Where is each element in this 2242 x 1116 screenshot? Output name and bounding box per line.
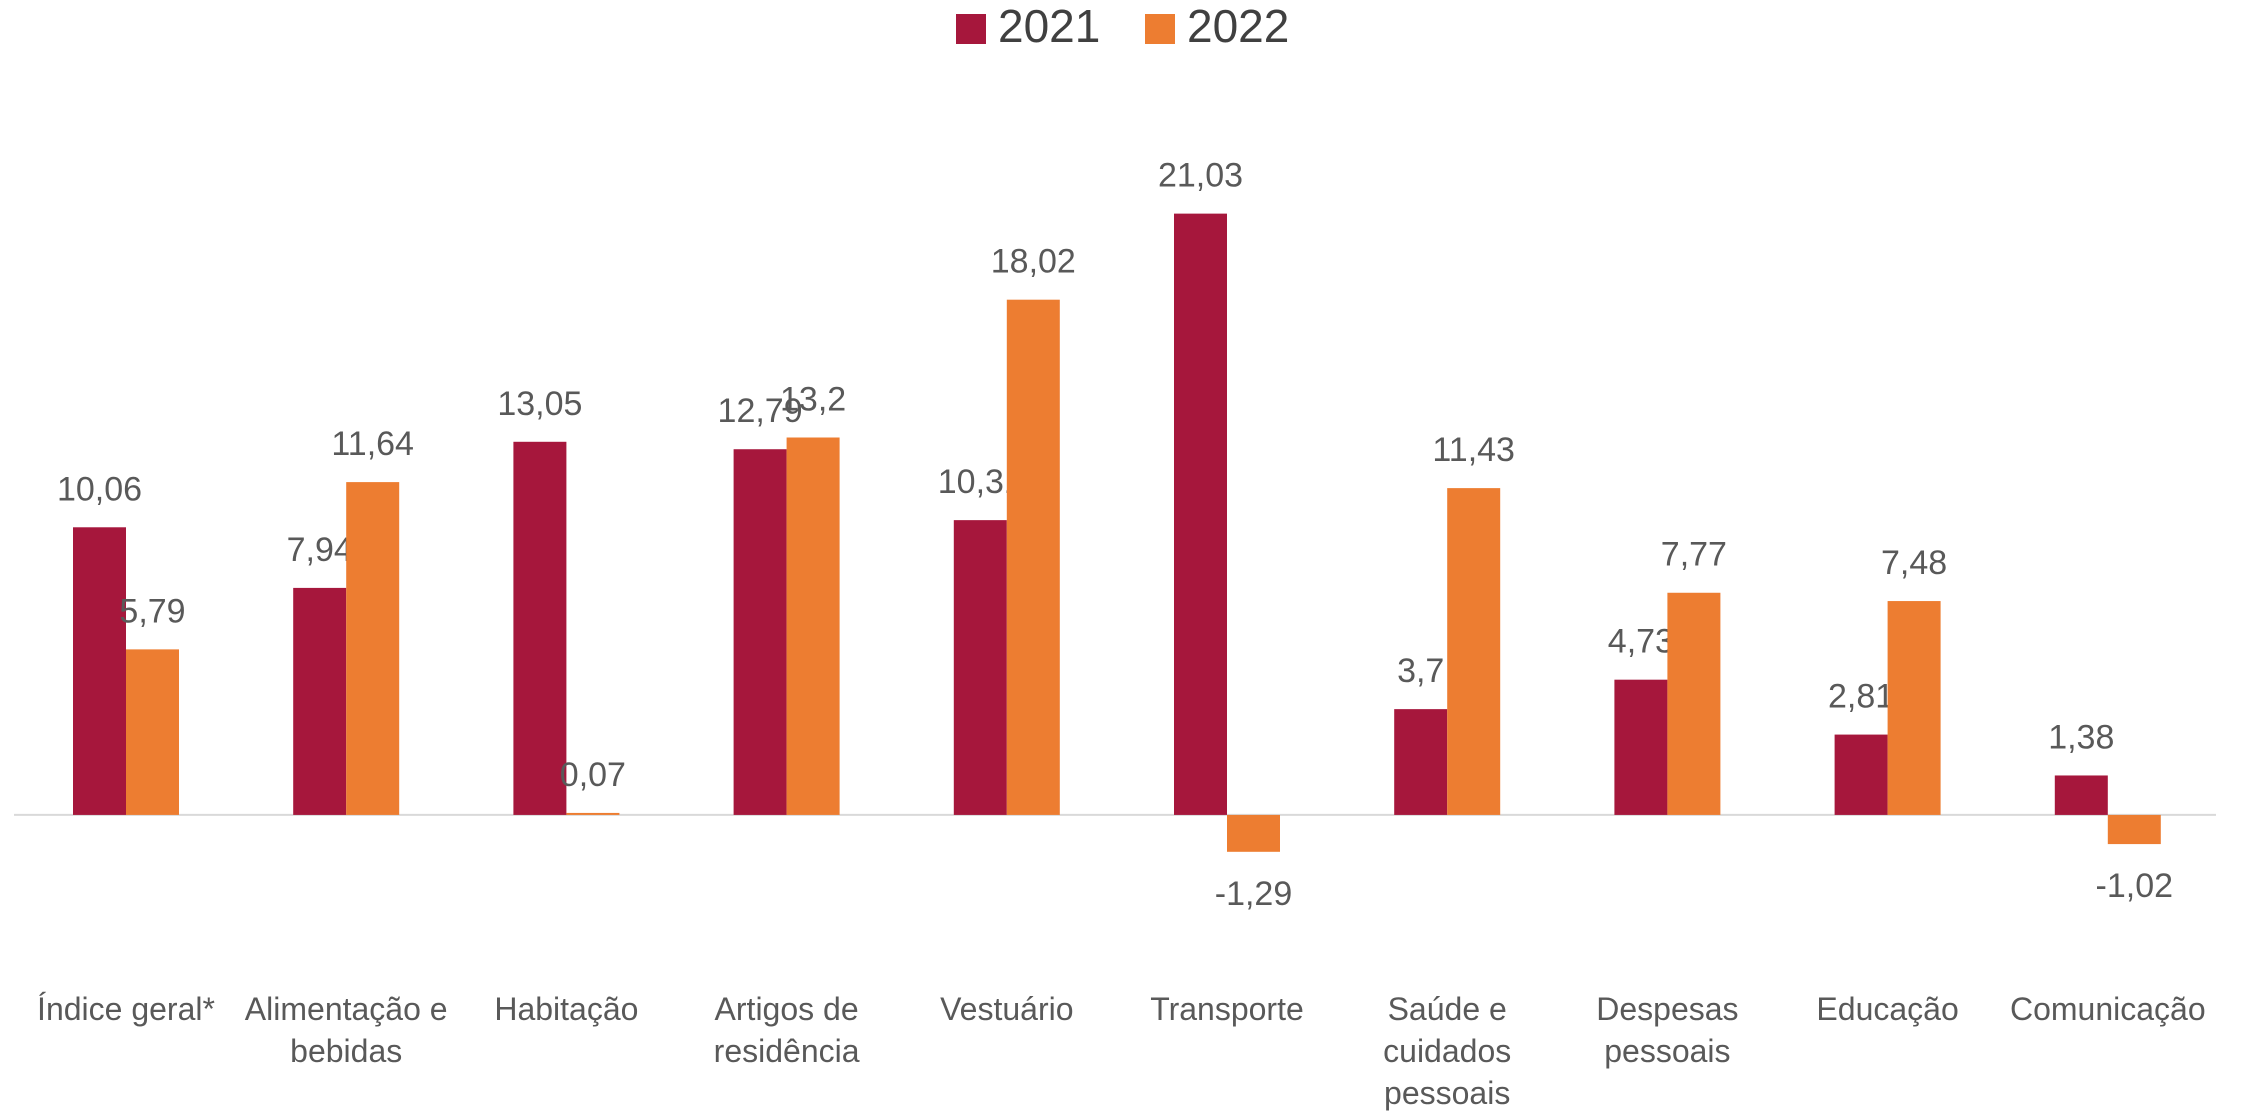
x-tick-label: Artigos de residência [713, 991, 860, 1069]
bar [1227, 814, 1280, 852]
data-label: 0,07 [560, 756, 626, 794]
data-label: 10,06 [57, 470, 142, 508]
bar [1447, 488, 1501, 815]
bar [1394, 709, 1448, 815]
data-label: 18,02 [991, 243, 1076, 281]
x-tick-label: Educação [1816, 991, 1959, 1027]
x-tick-label: Vestuário [940, 991, 1074, 1027]
bar [1834, 734, 1888, 815]
bar [1006, 299, 1060, 815]
data-label: 11,64 [331, 425, 414, 463]
legend-swatch [1145, 14, 1175, 44]
legend-label: 2021 [998, 0, 1100, 52]
bar [346, 482, 400, 815]
data-label: 11,43 [1432, 431, 1515, 469]
data-label: 21,03 [1158, 157, 1243, 195]
data-label: 13,2 [780, 380, 846, 418]
legend-label: 2022 [1187, 0, 1289, 52]
data-label: 4,73 [1608, 623, 1674, 661]
data-label: -1,02 [2096, 867, 2174, 905]
bar [786, 437, 840, 815]
bar [513, 441, 567, 815]
bar [1667, 592, 1721, 815]
x-tick-label: Despesas pessoais [1596, 991, 1739, 1069]
data-label: 3,7 [1397, 652, 1444, 690]
data-label: 2,81 [1828, 678, 1894, 716]
x-tick-label: Transporte [1150, 991, 1304, 1027]
bar [73, 527, 126, 815]
data-label: -1,29 [1215, 875, 1293, 913]
data-label: 12,79 [718, 392, 803, 430]
bar [1614, 679, 1668, 815]
legend-swatch [956, 14, 986, 44]
data-label: 7,94 [287, 531, 353, 569]
bar [566, 812, 620, 815]
x-tick-label: Índice geral* [37, 991, 215, 1027]
x-tick-label: Saúde e cuidados pessoais [1383, 991, 1512, 1111]
bar [1887, 601, 1941, 815]
bar [1174, 213, 1227, 815]
bar [2054, 775, 2108, 815]
data-label: 5,79 [119, 592, 185, 630]
data-label: 7,48 [1881, 544, 1947, 582]
bar [126, 649, 179, 815]
data-label: 1,38 [2048, 718, 2114, 756]
data-label: 13,05 [497, 385, 582, 423]
x-tick-label: Comunicação [2009, 991, 2206, 1027]
bar [953, 520, 1007, 815]
x-tick-label: Habitação [494, 991, 639, 1027]
x-tick-label: Alimentação e bebidas [244, 991, 448, 1069]
bar [293, 587, 347, 815]
data-label: 7,77 [1661, 536, 1727, 574]
bar [733, 449, 787, 815]
bar [2107, 814, 2161, 845]
